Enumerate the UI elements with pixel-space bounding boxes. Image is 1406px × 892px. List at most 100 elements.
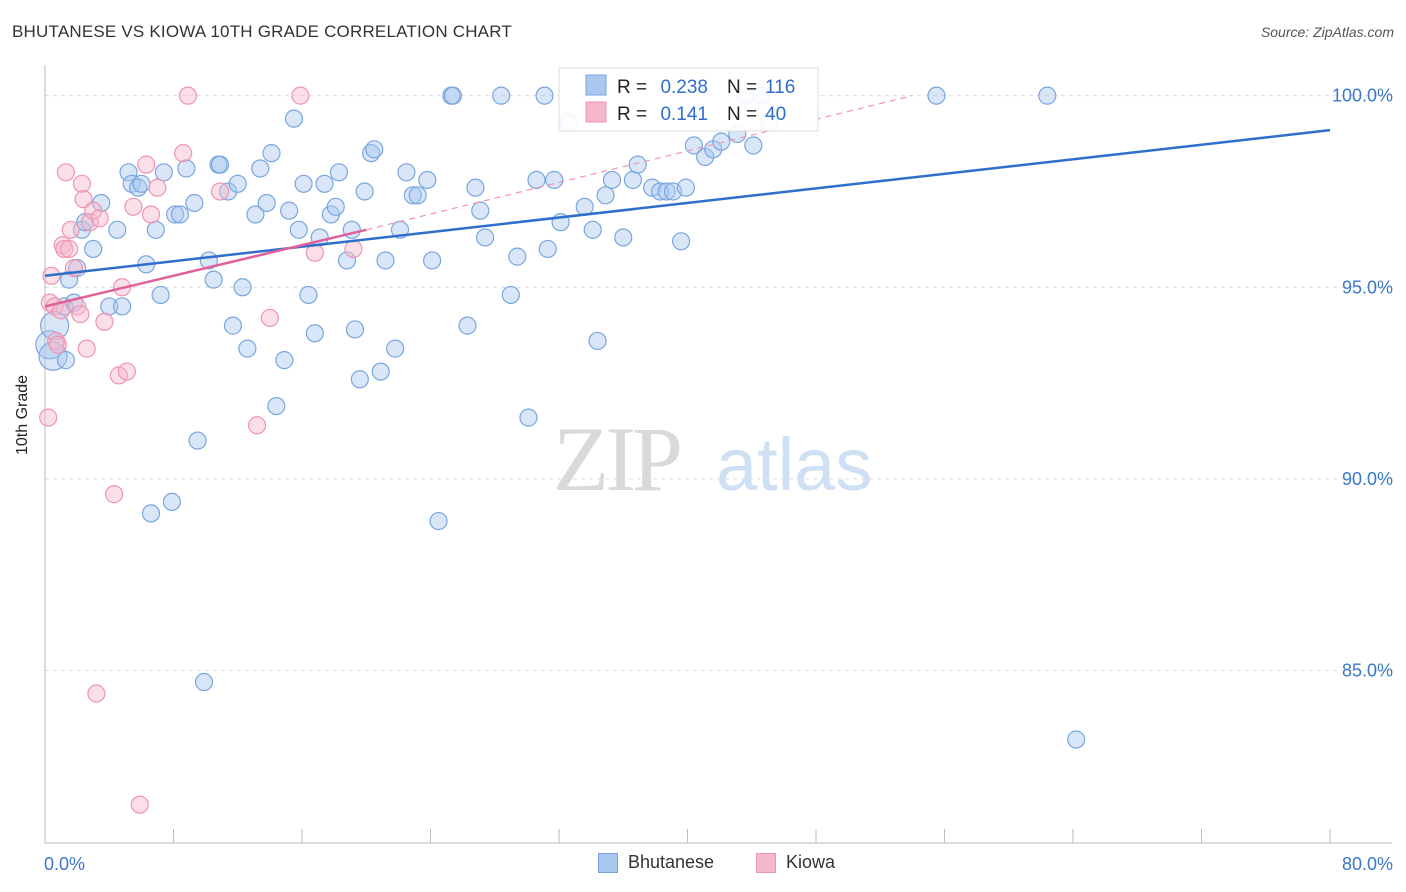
y-tick-label: 95.0% [1342,277,1393,297]
kiowa-point [55,239,74,259]
bhutanese-point [246,205,265,224]
stats-r-label: R = [617,77,647,98]
bhutanese-point [365,140,384,159]
legend-swatch-bhutanese [598,852,618,873]
kiowa-point [291,86,310,105]
bhutanese-point [151,285,170,305]
source-label: Source: ZipAtlas.com [1260,24,1394,40]
kiowa-point [48,335,67,354]
bhutanese-point [397,163,416,182]
kiowa-trendline-extension [366,95,913,231]
bhutanese-point [177,159,196,178]
kiowa-point [260,308,279,328]
bhutanese-point [386,339,405,358]
kiowa-point [104,485,124,504]
bhutanese-point [508,247,527,266]
bhutanese-point [257,193,276,213]
kiowa-point [174,144,193,163]
bhutanese-point [583,220,602,239]
bhutanese-point [185,193,204,213]
bhutanese-point [299,285,318,305]
kiowa-point [130,795,149,814]
kiowa-point [61,220,80,239]
bhutanese-point [1038,86,1057,105]
bhutanese-point [1067,730,1086,749]
bhutanese-point [684,136,704,155]
kiowa-point [80,213,100,232]
kiowa-point [247,416,267,435]
bhutanese-point [280,201,299,220]
bhutanese-point [403,186,422,205]
bhutanese-point [326,197,345,216]
watermark-zip: ZIP [553,408,680,510]
legend-label-bhutanese: Bhutanese [628,852,715,872]
bhutanese-point [345,320,365,339]
bhutanese-point [429,511,448,531]
bhutanese-point [350,370,369,389]
bhutanese-point [476,228,495,247]
bhutanese-point [294,174,313,193]
bhutanese-point [538,239,557,259]
stats-n-value: 40 [765,104,786,125]
bhutanese-point [38,341,68,371]
bhutanese-point [527,170,546,190]
bhutanese-point [188,431,207,450]
bhutanese-point [251,159,270,178]
bhutanese-point [204,270,223,289]
kiowa-trendline [44,228,367,308]
bhutanese-point [56,351,75,370]
bhutanese-point [238,339,257,358]
bhutanese-point [146,220,165,239]
kiowa-point [39,408,58,427]
kiowa-point [90,209,109,228]
bhutanese-point [84,239,103,259]
kiowa-point [117,362,137,381]
kiowa-point [141,205,161,224]
legend-item-bhutanese[interactable]: Bhutanese [598,852,714,873]
stats-r-value: 0.238 [660,77,708,98]
stats-swatch [585,74,607,96]
bhutanese-point [108,220,127,239]
bhutanese-point [289,220,308,239]
bhutanese-point [275,351,294,370]
bhutanese-point [501,285,520,305]
watermark-atlas: atlas [716,423,872,506]
bhutanese-point [623,170,642,190]
bhutanese-point [657,182,676,201]
legend-label-kiowa: Kiowa [786,852,836,872]
bhutanese-point [443,86,463,105]
bhutanese-point [596,186,615,205]
bhutanese-point [112,297,132,316]
y-tick-label: 100.0% [1332,86,1393,106]
kiowa-point [71,305,90,324]
bhutanese-point [170,205,190,224]
bhutanese-point [371,362,390,381]
bhutanese-point [376,251,395,270]
stats-r-value: 0.141 [660,104,708,125]
bhutanese-point [492,86,511,105]
chart-title: BHUTANESE VS KIOWA 10TH GRADE CORRELATIO… [12,22,512,41]
bhutanese-point [602,170,622,190]
bhutanese-trendline [44,128,1331,278]
kiowa-point [72,174,92,193]
bhutanese-point [471,201,490,220]
stats-r-label: R = [617,104,647,125]
bhutanese-point [519,408,538,427]
bhutanese-point [466,178,485,197]
kiowa-point [210,182,230,201]
kiowa-point [95,312,114,331]
x-tick-label: 80.0% [1342,854,1393,874]
bhutanese-point [355,182,374,201]
stats-swatch [585,101,607,123]
legend-swatch-kiowa [756,852,776,873]
bhutanese-point [329,163,349,182]
legend-item-kiowa[interactable]: Kiowa [756,852,835,873]
x-tick-label: 0.0% [44,854,85,874]
bhutanese-point [284,109,304,128]
bhutanese-point [676,178,695,197]
kiowa-point [59,239,79,259]
bhutanese-point [141,504,161,523]
stats-n-label: N = [727,104,757,125]
bhutanese-point [458,316,477,335]
bhutanese-point [671,232,691,251]
